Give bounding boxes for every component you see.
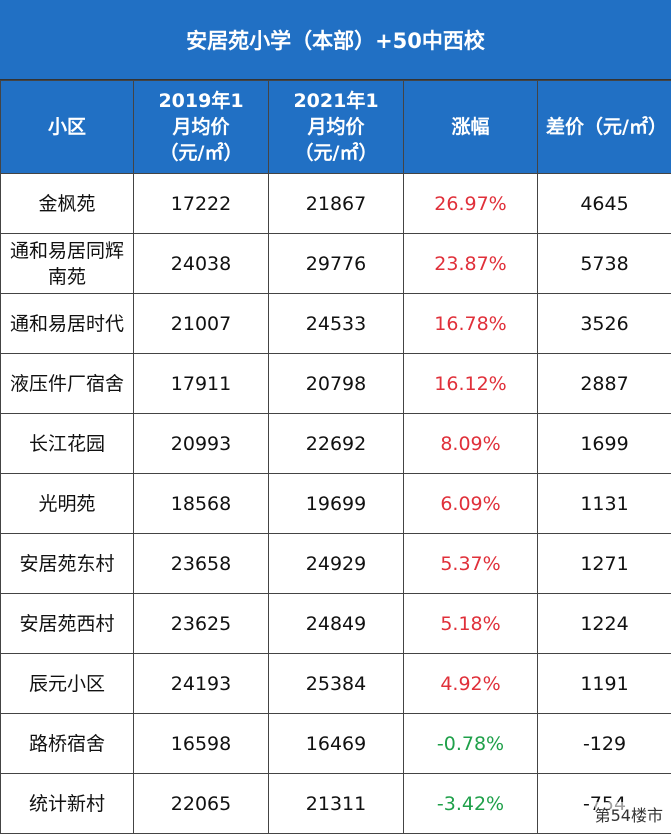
table-row: 安居苑东村 23658 24929 5.37% 1271 <box>0 533 671 594</box>
value-cell: 23658 <box>133 533 269 594</box>
value-cell: 21867 <box>268 173 404 234</box>
table-row: 金枫苑 17222 21867 26.97% 4645 <box>0 173 671 234</box>
value-cell: 1131 <box>537 473 671 534</box>
value-cell: 19699 <box>268 473 404 534</box>
value-cell: 24533 <box>268 293 404 354</box>
watermark: 第54楼市 <box>594 802 663 826</box>
community-cell: 液压件厂宿舍 <box>0 353 134 414</box>
value-cell: 5.37% <box>403 533 538 594</box>
value-cell: 21311 <box>268 773 404 834</box>
table-row: 安居苑西村 23625 24849 5.18% 1224 <box>0 593 671 654</box>
value-cell: 29776 <box>268 233 404 294</box>
header-cell: 小区 <box>0 80 134 174</box>
table-title: 安居苑小学（本部）+50中西校 <box>0 0 671 80</box>
value-cell: 23625 <box>133 593 269 654</box>
table-row: 长江花园 20993 22692 8.09% 1699 <box>0 413 671 474</box>
value-cell: 18568 <box>133 473 269 534</box>
value-cell: 21007 <box>133 293 269 354</box>
value-cell: -0.78% <box>403 713 538 774</box>
header-row: 小区 2019年1月均价（元/㎡） 2021年1月均价（元/㎡） 涨幅 差价（元/㎡） <box>0 80 671 174</box>
community-cell: 安居苑东村 <box>0 533 134 594</box>
community-cell: 统计新村 <box>0 773 134 834</box>
community-cell: 长江花园 <box>0 413 134 474</box>
value-cell: 24929 <box>268 533 404 594</box>
value-cell: 1699 <box>537 413 671 474</box>
table-row: 辰元小区 24193 25384 4.92% 1191 <box>0 653 671 714</box>
community-cell: 辰元小区 <box>0 653 134 714</box>
value-cell: 1224 <box>537 593 671 654</box>
value-cell: 8.09% <box>403 413 538 474</box>
value-cell: 17911 <box>133 353 269 414</box>
value-cell: 4.92% <box>403 653 538 714</box>
value-cell: -3.42% <box>403 773 538 834</box>
value-cell: 22692 <box>268 413 404 474</box>
community-cell: 光明苑 <box>0 473 134 534</box>
value-cell: -129 <box>537 713 671 774</box>
value-cell: 4645 <box>537 173 671 234</box>
value-cell: 17222 <box>133 173 269 234</box>
table-body: 金枫苑 17222 21867 26.97% 4645 通和易居同辉南苑 24038 2977… <box>0 173 671 834</box>
value-cell: 5738 <box>537 233 671 294</box>
value-cell: 16.78% <box>403 293 538 354</box>
value-cell: 16.12% <box>403 353 538 414</box>
value-cell: 20798 <box>268 353 404 414</box>
value-cell: 22065 <box>133 773 269 834</box>
table-row: 光明苑 18568 19699 6.09% 1131 <box>0 473 671 534</box>
value-cell: 24193 <box>133 653 269 714</box>
header-cell: 2019年1月均价（元/㎡） <box>133 80 269 174</box>
table-row: 通和易居同辉南苑 24038 29776 23.87% 5738 <box>0 233 671 294</box>
value-cell: 16598 <box>133 713 269 774</box>
header-cell: 涨幅 <box>403 80 538 174</box>
value-cell: 23.87% <box>403 233 538 294</box>
value-cell: 26.97% <box>403 173 538 234</box>
community-cell: 通和易居同辉南苑 <box>0 233 134 294</box>
value-cell: 20993 <box>133 413 269 474</box>
price-table: 小区 2019年1月均价（元/㎡） 2021年1月均价（元/㎡） 涨幅 差价（元/㎡） … <box>0 80 671 834</box>
table-row: 通和易居时代 21007 24533 16.78% 3526 <box>0 293 671 354</box>
value-cell: 1191 <box>537 653 671 714</box>
value-cell: 3526 <box>537 293 671 354</box>
value-cell: 2887 <box>537 353 671 414</box>
value-cell: 6.09% <box>403 473 538 534</box>
value-cell: 25384 <box>268 653 404 714</box>
community-cell: 金枫苑 <box>0 173 134 234</box>
table-row: 路桥宿舍 16598 16469 -0.78% -129 <box>0 713 671 774</box>
community-cell: 安居苑西村 <box>0 593 134 654</box>
community-cell: 路桥宿舍 <box>0 713 134 774</box>
value-cell: 1271 <box>537 533 671 594</box>
table-row: 液压件厂宿舍 17911 20798 16.12% 2887 <box>0 353 671 414</box>
community-cell: 通和易居时代 <box>0 293 134 354</box>
header-cell: 2021年1月均价（元/㎡） <box>268 80 404 174</box>
value-cell: 5.18% <box>403 593 538 654</box>
value-cell: 16469 <box>268 713 404 774</box>
value-cell: 24849 <box>268 593 404 654</box>
header-cell: 差价（元/㎡） <box>537 80 671 174</box>
value-cell: 24038 <box>133 233 269 294</box>
